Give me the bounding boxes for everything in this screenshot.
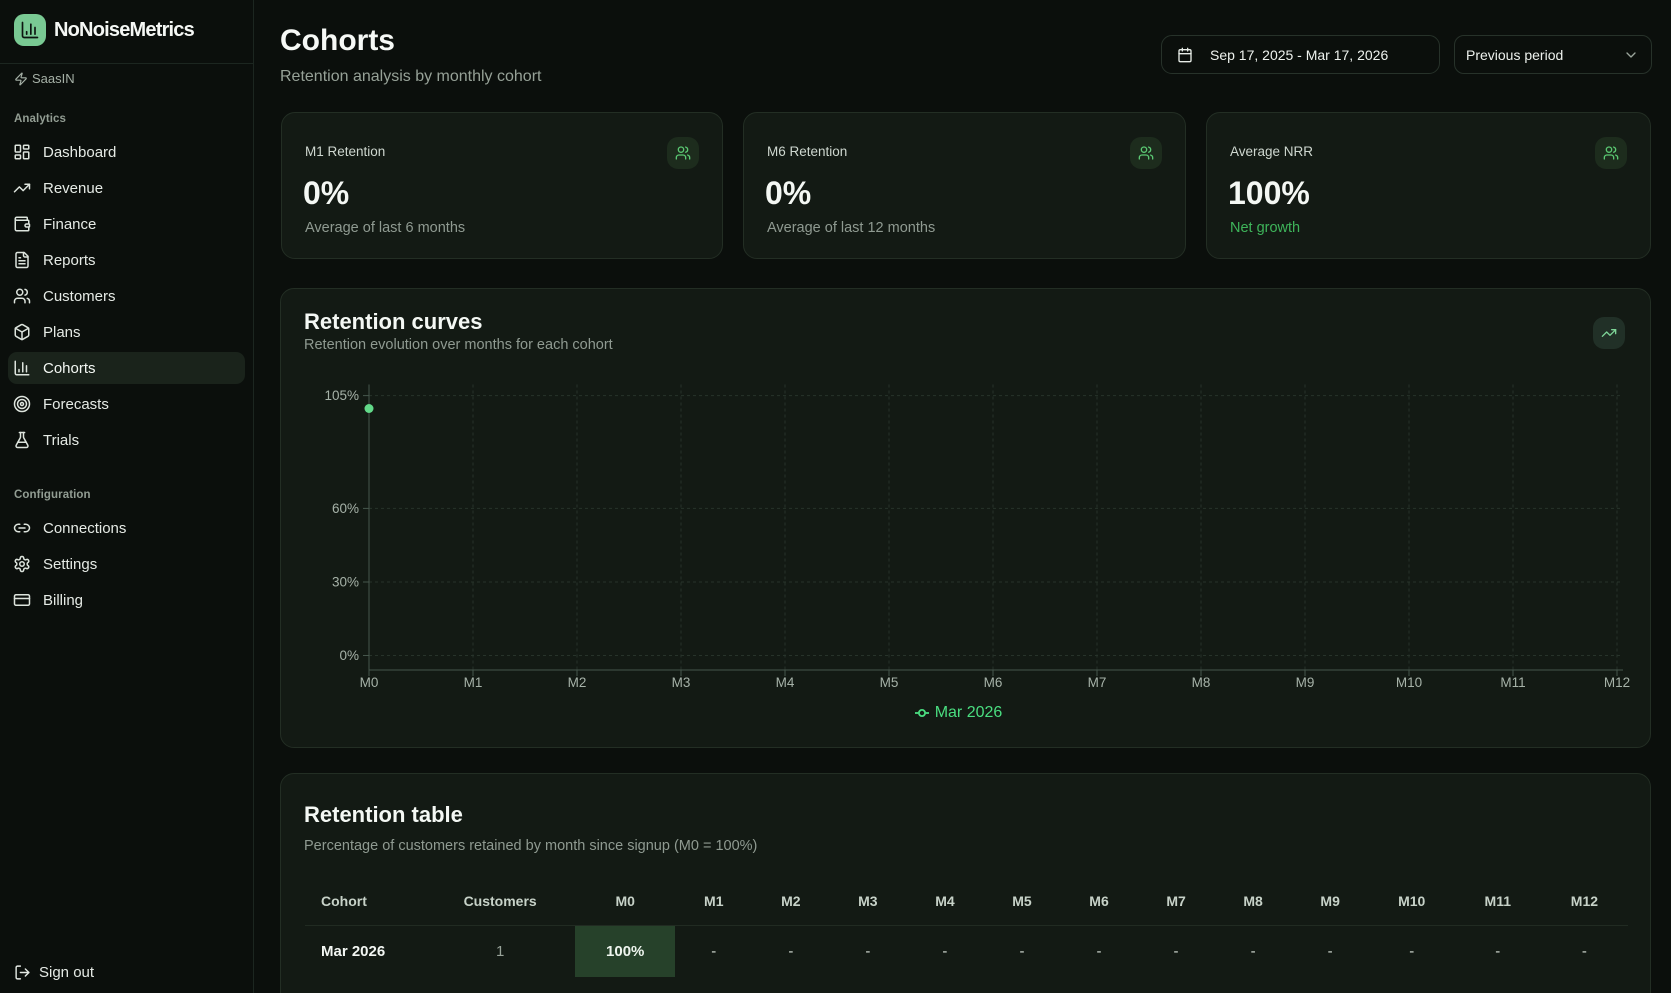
svg-text:M12: M12 xyxy=(1604,675,1630,690)
svg-text:105%: 105% xyxy=(324,388,359,403)
svg-text:M11: M11 xyxy=(1500,675,1525,690)
svg-text:M1: M1 xyxy=(464,675,483,690)
svg-text:30%: 30% xyxy=(332,575,359,590)
svg-text:M7: M7 xyxy=(1088,675,1107,690)
svg-text:M5: M5 xyxy=(880,675,899,690)
svg-text:60%: 60% xyxy=(332,501,359,516)
svg-text:M0: M0 xyxy=(360,675,379,690)
svg-text:M10: M10 xyxy=(1396,675,1422,690)
svg-text:0%: 0% xyxy=(339,648,359,663)
svg-text:M3: M3 xyxy=(672,675,691,690)
svg-text:M9: M9 xyxy=(1296,675,1315,690)
svg-text:M6: M6 xyxy=(984,675,1003,690)
svg-text:M2: M2 xyxy=(568,675,587,690)
svg-text:M8: M8 xyxy=(1192,675,1211,690)
svg-text:M4: M4 xyxy=(776,675,795,690)
